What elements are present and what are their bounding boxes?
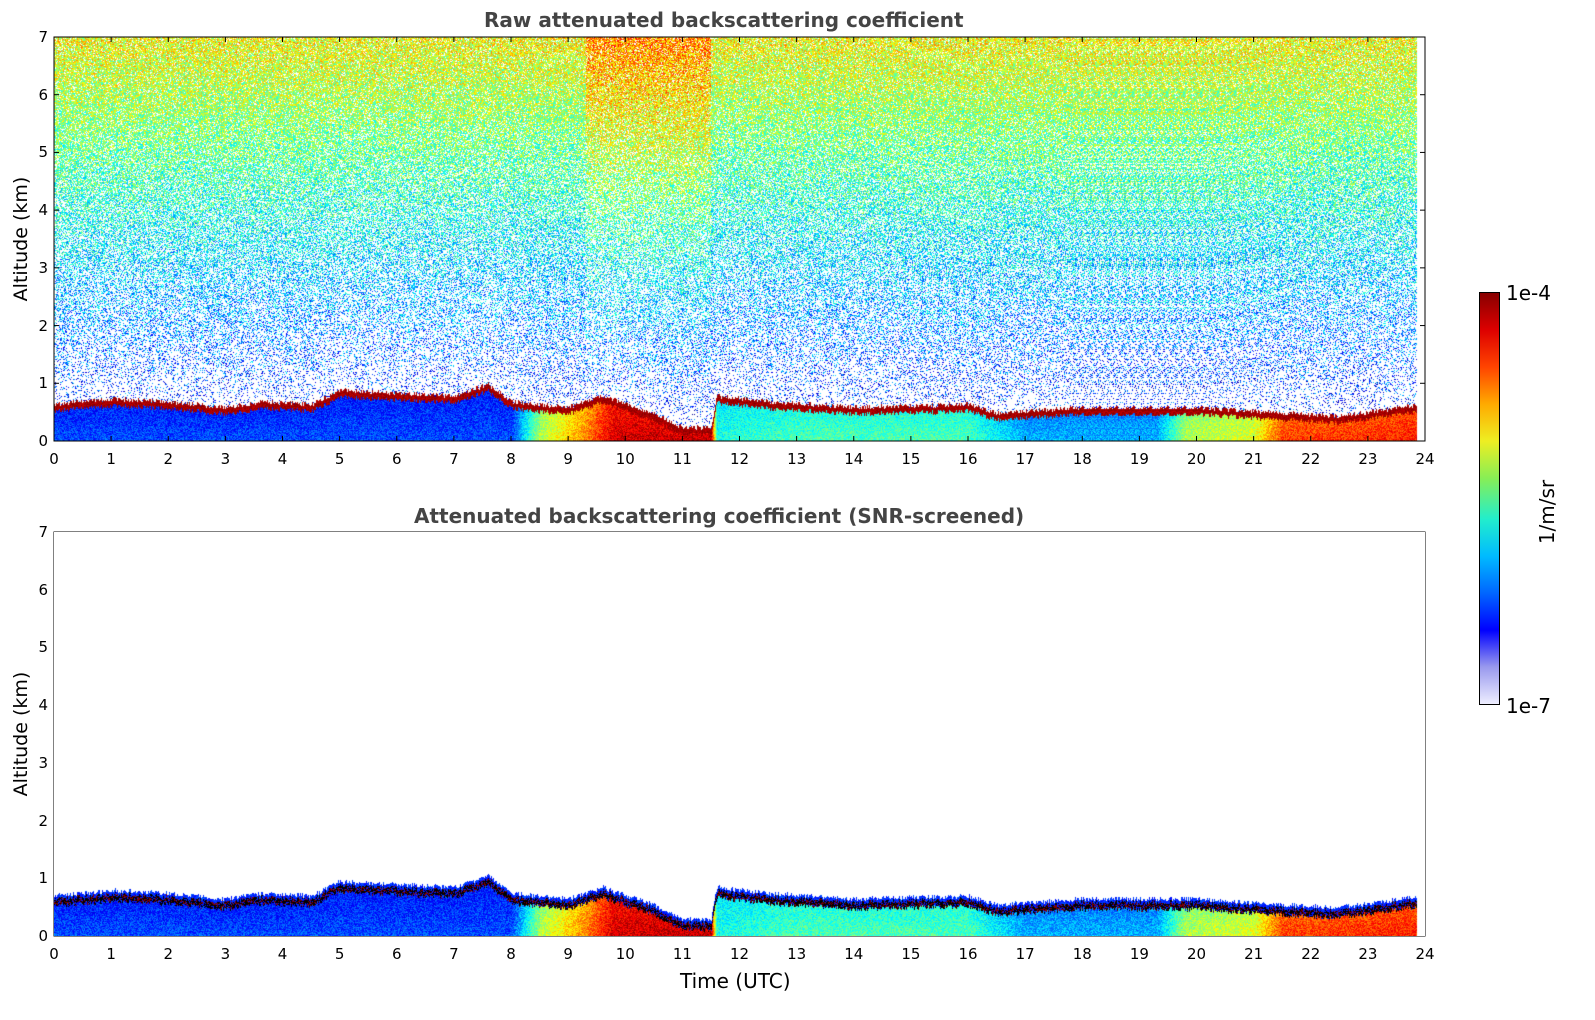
x-tick-label: 7 [449, 945, 459, 963]
x-tick-label: 12 [729, 450, 750, 468]
colorbar-max-label: 1e-4 [1506, 281, 1551, 305]
x-tick-label: 4 [277, 945, 288, 963]
x-tick-label: 7 [449, 450, 459, 468]
x-tick-label: 22 [1301, 450, 1321, 468]
x-tick-label: 0 [49, 945, 59, 963]
y-tick-label: 6 [38, 85, 48, 104]
y-tick-label: 0 [38, 927, 48, 945]
x-tick-label: 21 [1244, 945, 1264, 963]
x-tick-label: 20 [1186, 450, 1207, 468]
x-tick-label: 15 [901, 945, 921, 963]
x-tick-label: 17 [1015, 450, 1035, 468]
bottom-heatmap [54, 532, 1425, 936]
y-tick-label: 2 [38, 316, 48, 335]
top-heatmap [54, 37, 1425, 441]
x-tick-label: 24 [1415, 450, 1435, 468]
x-tick-label: 2 [163, 450, 174, 468]
y-tick-label: 2 [38, 811, 48, 830]
bottom-panel-title: Attenuated backscattering coefficient (S… [414, 504, 1025, 528]
x-tick-label: 5 [334, 450, 345, 468]
colorbar-min-label: 1e-7 [1506, 694, 1551, 718]
colorbar-unit-label: 1/m/sr [1535, 479, 1559, 545]
y-tick-label: 7 [38, 28, 48, 46]
y-tick-label: 3 [38, 258, 48, 277]
x-tick-label: 4 [277, 450, 288, 468]
x-tick-label: 19 [1129, 945, 1149, 963]
x-tick-label: 1 [106, 945, 116, 963]
x-tick-label: 1 [106, 450, 116, 468]
x-tick-label: 3 [220, 945, 231, 963]
y-tick-label: 3 [38, 753, 48, 772]
x-tick-label: 15 [901, 450, 921, 468]
x-tick-label: 11 [672, 945, 692, 963]
y-tick-label: 5 [38, 143, 48, 162]
x-tick-label: 18 [1072, 945, 1092, 963]
x-tick-label: 20 [1186, 945, 1207, 963]
x-tick-label: 12 [729, 945, 750, 963]
x-tick-label: 21 [1244, 450, 1264, 468]
x-tick-label: 16 [958, 450, 978, 468]
x-tick-label: 14 [844, 945, 864, 963]
x-tick-label: 9 [563, 450, 573, 468]
x-tick-label: 2 [163, 945, 174, 963]
x-tick-label: 24 [1415, 945, 1435, 963]
x-tick-label: 0 [49, 450, 59, 468]
top-axes-frame [53, 36, 1426, 442]
x-tick-label: 9 [563, 945, 573, 963]
top-panel-title: Raw attenuated backscattering coefficien… [484, 8, 964, 32]
x-tick-label: 14 [844, 450, 864, 468]
x-tick-label: 11 [672, 450, 692, 468]
x-tick-label: 8 [506, 945, 516, 963]
y-tick-label: 4 [38, 696, 48, 715]
y-tick-label: 7 [38, 523, 48, 541]
x-tick-label: 23 [1358, 450, 1378, 468]
colorbar [1479, 292, 1500, 705]
x-tick-label: 6 [391, 450, 402, 468]
x-tick-label: 16 [958, 945, 978, 963]
x-tick-label: 18 [1072, 450, 1092, 468]
x-tick-label: 19 [1129, 450, 1149, 468]
y-tick-label: 1 [38, 374, 48, 393]
y-tick-label: 1 [38, 869, 48, 888]
x-tick-label: 22 [1301, 945, 1321, 963]
x-tick-label: 10 [615, 945, 635, 963]
bottom-y-axis-label: Altitude (km) [10, 671, 32, 797]
x-tick-label: 23 [1358, 945, 1378, 963]
x-tick-label: 10 [615, 450, 635, 468]
x-tick-label: 6 [391, 945, 402, 963]
y-tick-label: 5 [38, 638, 48, 657]
bottom-x-axis-label: Time (UTC) [680, 969, 791, 993]
y-tick-label: 0 [38, 432, 48, 450]
x-tick-label: 17 [1015, 945, 1035, 963]
x-tick-label: 13 [787, 450, 807, 468]
x-tick-label: 8 [506, 450, 516, 468]
y-tick-label: 6 [38, 580, 48, 599]
x-tick-label: 5 [334, 945, 345, 963]
x-tick-label: 3 [220, 450, 231, 468]
y-tick-label: 4 [38, 201, 48, 220]
x-tick-label: 13 [787, 945, 807, 963]
